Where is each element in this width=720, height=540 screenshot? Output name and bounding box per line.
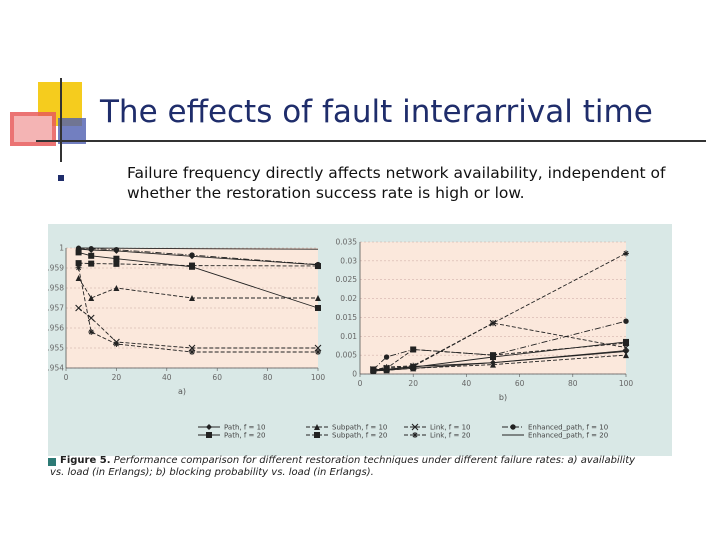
plot-b-y-tick-label: 0.025 [336,275,358,284]
plot-a-data-point [189,262,195,269]
plot-b-data-point [383,354,390,360]
plot-b-data-point [490,361,496,368]
plot-b-panel-label: b) [499,393,507,402]
figure-charts: 0.954 0.955 0.956 0.957 0.958 0.959 1 0 20 40 60 80… [48,238,634,440]
plot-a-y-tick-label: 0.958 [48,284,64,293]
legend-label: Subpath, f = 10 [332,424,387,432]
plot-b-series-line [373,252,627,371]
plot-a-y-tick-label: 0.957 [48,304,64,313]
plot-b-y-tick-label: 0.01 [340,332,357,341]
deco-horizontal-line [36,140,706,142]
plot-b-y-tick-label: 0.005 [336,351,358,360]
figure-panel: 0.954 0.955 0.956 0.957 0.958 0.959 1 0 20 40 60 80… [48,224,672,456]
plot-a-data-point [315,295,321,301]
plot-a-y-tick-label: 0.956 [48,324,64,333]
plot-a-y-tick-label: 0.954 [48,364,64,373]
legend-marker [510,424,516,430]
deco-red-inner [14,116,52,142]
plot-a-data-point [315,305,321,311]
legend-marker [314,424,320,430]
plot-b-x-tick-label: 80 [568,379,578,388]
plot-b-data-point [490,352,496,358]
plot-a-data-point [189,295,195,301]
caption-body: Performance comparison for different res… [50,455,636,478]
plot-a-panel-label: a) [178,387,186,396]
plot-a-y-tick-label: 0.955 [48,344,64,353]
plot-a-y-tick-label: 0.959 [48,264,64,273]
plot-b-data-point [383,364,390,371]
plot-a-data-point [88,252,95,259]
plot-a-data-point [88,329,95,335]
figure-caption: Figure 5. Performance comparison for dif… [50,455,650,479]
legend-label: Enhanced_path, f = 20 [528,432,608,440]
caption-marker-icon [48,458,56,466]
plot-a-x-tick-label: 40 [162,373,172,382]
deco-vertical-line [60,78,62,162]
plot-b-y-tick-label: 0 [352,370,357,379]
plot-a-data-point [75,275,82,281]
plot-b-y-tick-label: 0.02 [340,294,357,303]
plot-b-y-tick-label: 0.03 [340,256,357,265]
plot-a-series-line [78,247,319,250]
plot-b-data-point [410,346,416,353]
legend-marker [411,423,419,431]
deco-blue-square [58,118,86,144]
bullet-icon [58,175,64,181]
plot-a-data-point [315,261,321,268]
plot-b-series-line [373,322,627,370]
plot-a-data-point [75,249,82,256]
legend-label: Path, f = 20 [224,432,266,440]
plot-a-data-point [87,314,95,322]
plot-b-data-point [623,340,629,347]
plot-b-y-tick-label: 0.035 [336,238,358,247]
plot-a-data-point [315,349,321,355]
legend-label: Subpath, f = 20 [332,432,387,440]
plot-a-x-tick-label: 20 [112,373,122,382]
plot-a-data-point [88,260,95,267]
plot-b-data-point [623,318,629,324]
legend-label: Path, f = 10 [224,424,266,432]
plot-b-x-tick-label: 100 [619,379,634,388]
plot-b-data-point [370,366,376,373]
plot-a-data-point [189,349,195,355]
plot-a-data-point [113,341,120,347]
plot-a-data-point [75,264,82,271]
legend-marker [206,424,212,430]
plot-a-data-point [88,246,94,252]
plot-a-data-point [113,255,120,262]
plot-b-data-point [623,352,629,359]
plot-a-y-tick-label: 1 [59,244,64,253]
plot-b-data-point [622,344,630,351]
plot-a-data-point [189,252,195,258]
legend-label: Link, f = 10 [430,424,470,432]
plot-b-x-tick-label: 0 [358,379,363,388]
legend-marker [206,432,212,438]
slide-title: The effects of fault interarrival time [100,94,653,130]
plot-a-data-point [75,304,82,312]
plot-b-x-tick-label: 40 [462,379,472,388]
plot-a-data-point [113,285,120,291]
plot-b-data-point [410,362,417,369]
legend-label: Enhanced_path, f = 10 [528,424,608,432]
plot-a-data-point [113,260,120,267]
plot-b-data-point [490,320,496,327]
bullet-text: Failure frequency directly affects netwo… [127,164,666,202]
plot-b-data-point [623,250,629,257]
caption-head: Figure 5. [60,455,111,466]
plot-b-x-tick-label: 60 [515,379,525,388]
plot-b-y-tick-label: 0.015 [336,313,358,322]
plot-a-x-tick-label: 0 [64,373,69,382]
plot-a-data-point [75,260,82,267]
plot-b-series-line [373,350,627,372]
plot-a-x-tick-label: 100 [311,373,326,382]
plot-a-data-point [88,295,95,301]
legend-marker [314,432,320,438]
plot-b-x-tick-label: 20 [408,379,418,388]
plot-a-x-tick-label: 60 [212,373,222,382]
legend-label: Link, f = 20 [430,432,470,440]
legend-marker [412,432,418,438]
plot-a-x-tick-label: 80 [263,373,273,382]
